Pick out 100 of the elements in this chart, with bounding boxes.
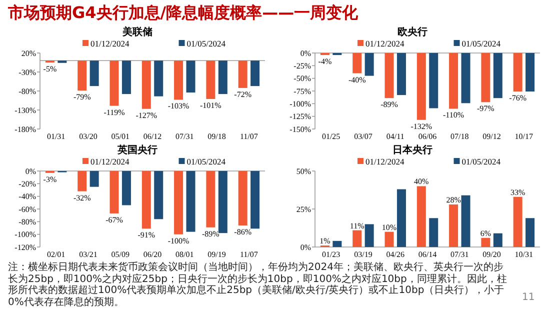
data-label: -32% — [73, 193, 92, 202]
x-tick-label: 09/12 — [482, 132, 501, 141]
legend-label: 01/12/2024 — [90, 156, 130, 166]
data-label: 40% — [414, 177, 430, 186]
legend-label: 01/05/2024 — [186, 38, 226, 48]
x-tick-label: 06/20 — [143, 250, 162, 259]
bar — [332, 240, 342, 247]
x-tick-label: 06/12 — [143, 132, 162, 141]
data-label: -110% — [443, 110, 464, 120]
data-label: -5% — [43, 64, 57, 74]
y-tick-label: 25% — [296, 204, 312, 214]
data-label: -86% — [234, 227, 252, 236]
data-label: -89% — [202, 229, 220, 238]
data-label: -103% — [168, 102, 190, 111]
text: 注：横坐标日期代表未来货币政策会议时间（当地时间），年份均为2024年；美联储、欧央行、英央行一次的步长为25bp，即100%之内对应25bp；日央行一次的步长为10bp，即100%之内对应10bp，同理累计。因此，柱形所代表的数据超过100%代表预期单次加息不止25bp（美联储/欧央行/英央行）或不止10bp（日央行），小于0%代表存在降息的预期。 — [8, 262, 508, 308]
y-tick-label: 0% — [300, 48, 312, 58]
legend-label: 01/05/2024 — [462, 156, 502, 166]
x-tick-label: 04/26 — [386, 250, 404, 259]
data-label: -4% — [318, 57, 332, 66]
x-tick-label: 07/31 — [176, 132, 194, 141]
chart-title: 英国央行 — [116, 144, 158, 156]
data-label: 11% — [350, 221, 365, 230]
bar — [513, 196, 522, 247]
y-tick-label: 0% — [300, 242, 312, 252]
y-tick-label: -100% — [290, 99, 312, 108]
chart-title: 美联储 — [122, 26, 152, 38]
legend-label: 01/05/2024 — [186, 156, 226, 166]
x-tick-label: 11/07 — [240, 132, 258, 141]
y-tick-label: -150% — [290, 124, 312, 134]
bar — [493, 233, 502, 247]
y-tick-label: -125% — [290, 112, 312, 122]
data-label: 33% — [510, 188, 526, 197]
chart-title: 欧央行 — [398, 26, 428, 38]
bar — [481, 238, 490, 247]
x-tick-label: 04/11 — [386, 132, 404, 141]
x-tick-label: 02/01 — [46, 250, 66, 259]
data-label: -127% — [136, 110, 158, 120]
y-tick-label: -80% — [18, 86, 36, 96]
y-tick-label: -60% — [18, 204, 36, 214]
legend-label: 01/12/2024 — [90, 38, 130, 48]
x-tick-label: 09/20 — [482, 250, 501, 259]
x-tick-label: 03/20 — [79, 132, 98, 141]
y-tick-label: -75% — [294, 86, 312, 96]
legend-label: 01/05/2024 — [462, 38, 502, 48]
data-label: 10% — [382, 222, 397, 232]
bar — [429, 218, 438, 247]
bar — [461, 195, 470, 247]
y-tick-label: -180% — [14, 124, 36, 134]
data-label: -76% — [509, 94, 527, 103]
y-tick-label: -40% — [18, 192, 36, 202]
bar — [384, 232, 394, 247]
legend-label: 01/12/2024 — [366, 156, 405, 166]
x-tick-label: 10/31 — [514, 250, 534, 259]
chart-title: 日本央行 — [392, 144, 432, 156]
x-tick-label: 01/25 — [322, 132, 340, 141]
bar — [352, 230, 362, 247]
x-tick-label: 11/07 — [240, 250, 258, 259]
y-tick-label: -50% — [294, 74, 312, 84]
data-label: 6% — [480, 228, 492, 238]
bar — [449, 204, 458, 247]
y-tick-label: -100% — [14, 230, 36, 240]
x-tick-label: 03/19 — [354, 250, 372, 259]
data-label: -132% — [410, 122, 432, 131]
x-tick-label: 09/19 — [208, 250, 226, 259]
bar — [364, 224, 374, 247]
x-tick-label: 01/23 — [322, 250, 340, 259]
data-label: 1% — [320, 236, 331, 246]
x-tick-label: 05/09 — [111, 250, 130, 259]
y-tick-label: 20% — [21, 48, 36, 58]
text: 市场预期G4央行加息/降息幅度概率——一周变化 — [8, 3, 358, 24]
x-tick-label: 09/18 — [208, 132, 226, 141]
x-tick-label: 03/07 — [354, 132, 372, 141]
x-tick-label: 01/31 — [46, 132, 66, 141]
x-tick-label: 07/31 — [450, 250, 469, 259]
text: 11 — [522, 292, 535, 303]
data-label: -97% — [477, 104, 495, 114]
data-label: -101% — [200, 100, 222, 110]
y-tick-label: -20% — [18, 179, 36, 188]
data-label: -67% — [106, 215, 124, 224]
x-tick-label: 07/18 — [450, 132, 469, 141]
data-label: -89% — [380, 100, 398, 110]
y-tick-label: -80% — [18, 217, 36, 226]
y-tick-label: 0% — [25, 166, 36, 176]
x-tick-label: 06/06 — [418, 132, 437, 141]
data-label: -91% — [138, 230, 156, 240]
x-tick-label: 05/01 — [111, 132, 130, 141]
y-tick-label: -120% — [14, 242, 36, 252]
data-label: -119% — [104, 108, 126, 117]
x-tick-label: 10/17 — [514, 132, 534, 141]
data-label: -100% — [168, 236, 190, 246]
data-label: 28% — [446, 195, 462, 204]
x-tick-label: 08/01 — [176, 250, 194, 259]
data-label: -3% — [43, 174, 57, 184]
bar — [396, 189, 406, 247]
y-tick-label: -25% — [294, 61, 312, 70]
legend-label: 01/12/2024 — [366, 38, 405, 48]
data-label: -72% — [234, 90, 252, 99]
data-label: -79% — [73, 92, 92, 102]
y-tick-label: 50% — [296, 166, 312, 176]
x-tick-label: 03/21 — [79, 250, 98, 259]
